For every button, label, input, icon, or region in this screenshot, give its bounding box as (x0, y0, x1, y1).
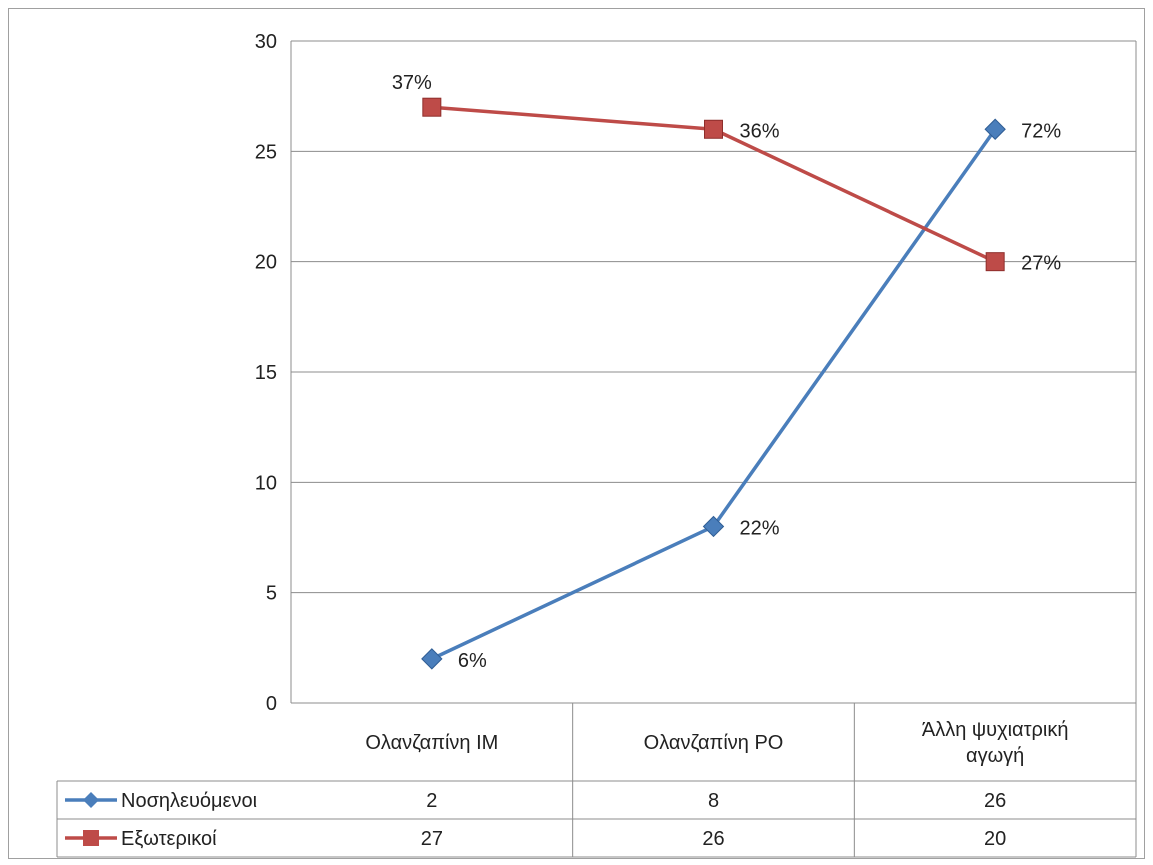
line-chart: 0 5 10 15 20 25 30 Ολανζαπίνη IM Ολανζαπίνη PO Άλ… (56, 31, 1137, 858)
table-value: 26 (984, 790, 1006, 812)
table-value: 26 (702, 828, 724, 850)
category-label: Ολανζαπίνη PO (644, 732, 784, 754)
category-label: Άλλη ψυχιατρική (922, 719, 1069, 741)
series-marker-square (704, 119, 723, 139)
data-label: 72% (1021, 120, 1061, 142)
table-value: 2 (426, 790, 437, 812)
table-value: 8 (708, 790, 719, 812)
data-label: 27% (1021, 253, 1061, 275)
series-marker-diamond (421, 648, 443, 670)
y-tick-label: 5 (266, 583, 277, 605)
series-marker-square (985, 252, 1005, 272)
data-label: 36% (740, 120, 780, 142)
legend-series-name: Νοσηλευόμενοι (121, 790, 257, 812)
y-tick-label: 0 (266, 693, 277, 715)
data-label: 22% (740, 517, 780, 539)
legend-key-marker (83, 792, 99, 808)
legend-series-name: Εξωτερικοί (121, 828, 217, 850)
series-line (431, 128, 997, 661)
legend-key-marker (83, 830, 99, 846)
y-tick-label: 30 (255, 31, 277, 53)
data-label: 37% (392, 72, 432, 94)
chart-frame: 0 5 10 15 20 25 30 Ολανζαπίνη IM Ολανζαπίνη PO Άλ… (8, 8, 1145, 859)
y-tick-label: 10 (255, 472, 277, 494)
table-value: 27 (421, 828, 443, 850)
data-label: 6% (458, 650, 487, 672)
series-marker-diamond (984, 118, 1006, 140)
y-tick-label: 20 (255, 252, 277, 274)
y-tick-label: 15 (255, 362, 277, 384)
category-label: αγωγή (966, 745, 1024, 767)
series-marker-diamond (702, 515, 725, 538)
category-label: Ολανζαπίνη IM (365, 732, 498, 754)
series-marker-square (422, 97, 442, 117)
y-tick-label: 25 (255, 141, 277, 163)
table-value: 20 (984, 828, 1006, 850)
